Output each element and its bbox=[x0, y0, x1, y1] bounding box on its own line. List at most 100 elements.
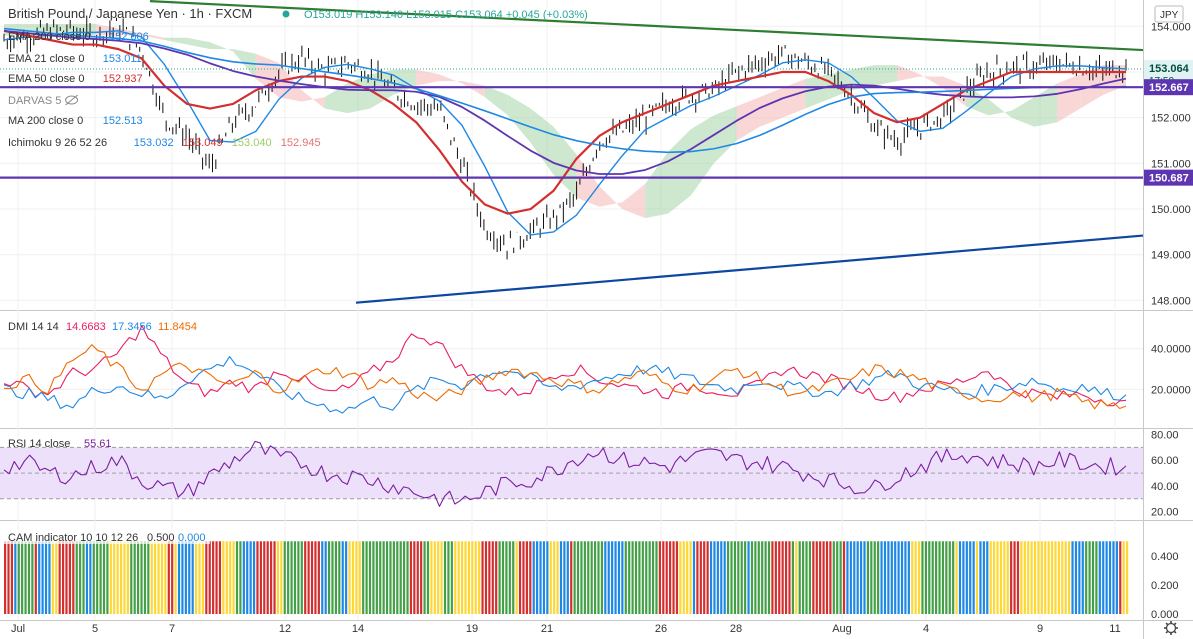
cam-bar bbox=[839, 541, 842, 614]
indicator-legend-row[interactable]: EMA 21 close 0 153.011 bbox=[8, 53, 142, 65]
cam-bar bbox=[368, 541, 372, 614]
cam-bar bbox=[924, 541, 927, 614]
currency-button[interactable]: JPY bbox=[1154, 5, 1184, 23]
cam-bar bbox=[126, 541, 129, 614]
cam-bar bbox=[116, 541, 119, 614]
cam-bar bbox=[641, 541, 644, 614]
cam-bar bbox=[938, 541, 941, 614]
cam-bar bbox=[34, 541, 37, 614]
cam-bar bbox=[999, 541, 1003, 614]
rsi-tick-label: 80.00 bbox=[1151, 430, 1179, 442]
cam-bar bbox=[720, 541, 723, 614]
cam-bar bbox=[716, 541, 719, 614]
time-tick-label: 4 bbox=[923, 623, 929, 635]
cam-bar bbox=[774, 541, 777, 614]
cam-bar bbox=[208, 541, 211, 614]
price-tick-label: 148.000 bbox=[1151, 295, 1191, 307]
cam-bar bbox=[406, 541, 409, 614]
cam-bar bbox=[7, 541, 10, 614]
cam-bar bbox=[563, 541, 566, 614]
cam-bar bbox=[1102, 541, 1105, 614]
settings-gear-icon[interactable] bbox=[1164, 621, 1178, 635]
cam-bar bbox=[464, 541, 467, 614]
cam-bar bbox=[198, 541, 201, 614]
cam-bar bbox=[447, 541, 450, 614]
ichimoku-cloud-segment bbox=[553, 126, 577, 198]
cam-bar bbox=[1091, 541, 1095, 614]
ema21-line bbox=[3, 30, 1127, 236]
indicator-value: 153.032 bbox=[134, 137, 174, 149]
ichimoku-cloud-segment bbox=[187, 37, 211, 50]
cam-bar bbox=[805, 541, 808, 614]
cam-bar bbox=[573, 541, 576, 614]
cam-bar bbox=[351, 541, 355, 614]
cam-bar bbox=[853, 541, 856, 614]
cam-bar bbox=[341, 541, 344, 614]
indicator-legend-row[interactable]: EMA 50 close 0 152.937 bbox=[8, 73, 143, 85]
indicator-legend-row[interactable]: DARVAS 5 bbox=[8, 94, 79, 107]
ichimoku-cloud-segment bbox=[164, 37, 188, 45]
cam-bar bbox=[72, 541, 75, 614]
cam-bar bbox=[79, 541, 82, 614]
cam-bar bbox=[696, 541, 699, 614]
indicator-name: EMA 21 close 0 bbox=[8, 53, 84, 65]
cam-bar bbox=[583, 541, 586, 614]
cam-bar bbox=[283, 541, 286, 614]
cam-bar bbox=[600, 541, 604, 614]
ichimoku-cloud-segment bbox=[461, 81, 485, 98]
cam-bar bbox=[270, 541, 273, 614]
price-tick-label: 150.000 bbox=[1151, 204, 1191, 216]
cam-tick-label: 0.000 bbox=[1151, 609, 1179, 621]
cam-bar bbox=[617, 541, 621, 614]
upper-level-tag: 152.667 bbox=[1144, 79, 1193, 96]
cam-bar bbox=[842, 541, 846, 614]
cam-bar bbox=[757, 541, 760, 614]
cam-bar bbox=[1078, 541, 1081, 614]
cam-bar bbox=[679, 541, 682, 614]
cam-bar bbox=[1088, 541, 1091, 614]
dmi-tick-label: 20.0000 bbox=[1151, 384, 1191, 396]
upper-trendline bbox=[149, 0, 1144, 52]
cam-bar bbox=[266, 541, 269, 614]
cam-bar bbox=[992, 541, 996, 614]
cam-bar bbox=[672, 541, 675, 614]
cam-bar bbox=[65, 541, 68, 614]
cam-bar bbox=[140, 541, 143, 614]
cam-bar bbox=[815, 541, 818, 614]
lower-trendline bbox=[355, 234, 1144, 304]
indicator-value: 153.040 bbox=[232, 137, 272, 149]
rsi-tick-label: 60.00 bbox=[1151, 455, 1179, 467]
cam-bar bbox=[788, 541, 791, 614]
cam-bar bbox=[157, 541, 160, 614]
cam-bar bbox=[662, 541, 665, 614]
cam-bar bbox=[484, 541, 488, 614]
ichimoku-cloud-segment bbox=[484, 85, 508, 116]
cam-bar bbox=[437, 541, 440, 614]
lower-level-tag: 150.687 bbox=[1144, 169, 1193, 186]
indicator-value: 153.049 bbox=[183, 137, 223, 149]
cam-bar bbox=[263, 541, 266, 614]
cam-bar bbox=[321, 541, 324, 614]
cam-bar bbox=[791, 541, 794, 614]
cam-bar bbox=[1098, 541, 1101, 614]
cam-bar bbox=[952, 541, 955, 614]
time-tick-label: 11 bbox=[1109, 623, 1120, 635]
cam-bar bbox=[795, 541, 798, 614]
cam-bar bbox=[164, 541, 167, 614]
cam-bar bbox=[945, 541, 948, 614]
cam-bar bbox=[375, 541, 378, 614]
indicator-legend-row[interactable]: Ichimoku 9 26 52 26 153.032 153.049 153.040… bbox=[8, 137, 321, 149]
indicator-legend-row[interactable]: MA 200 close 0 152.513 bbox=[8, 115, 143, 127]
cam-bar bbox=[365, 541, 368, 614]
indicator-legend-row[interactable]: EMA 200 close 0 152.606 bbox=[8, 31, 149, 43]
cam-bar bbox=[928, 541, 931, 614]
upper-level-value: 152.667 bbox=[1149, 82, 1189, 94]
cam-bar bbox=[334, 541, 338, 614]
cam-bar bbox=[331, 541, 334, 614]
indicator-name: EMA 50 close 0 bbox=[8, 73, 84, 85]
cam-bar bbox=[611, 541, 614, 614]
cam-bar bbox=[607, 541, 610, 614]
cam-bar bbox=[911, 541, 914, 614]
ema50-line bbox=[3, 29, 1126, 215]
